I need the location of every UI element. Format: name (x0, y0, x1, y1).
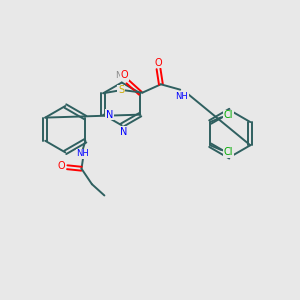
Text: N: N (120, 127, 127, 137)
Text: O: O (120, 70, 128, 80)
Text: NH: NH (116, 71, 128, 80)
Text: Cl: Cl (224, 110, 233, 120)
Text: NH: NH (175, 92, 188, 101)
Text: NH: NH (76, 149, 89, 158)
Text: N: N (106, 110, 113, 120)
Text: O: O (155, 58, 162, 68)
Text: Cl: Cl (224, 147, 233, 157)
Text: O: O (58, 161, 65, 171)
Text: S: S (118, 85, 124, 95)
